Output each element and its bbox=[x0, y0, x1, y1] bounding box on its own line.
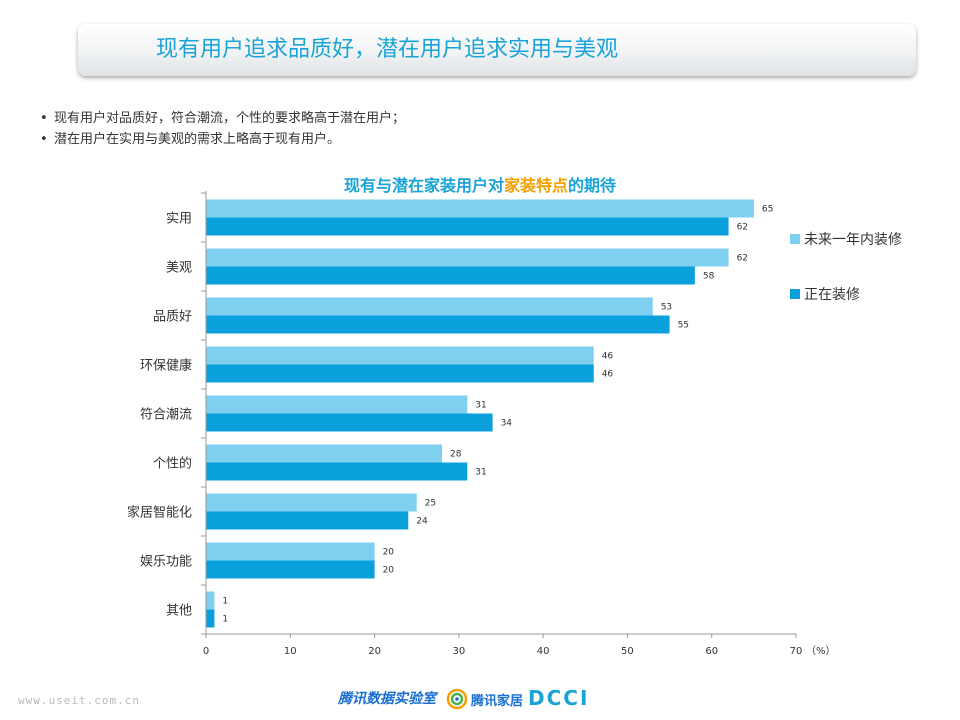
bar bbox=[206, 609, 215, 628]
legend-label: 未来一年内装修 bbox=[804, 232, 902, 248]
bullet-item: • 潜在用户在实用与美观的需求上略高于现有用户。 bbox=[40, 129, 405, 150]
footer-logo2: 腾讯家居 bbox=[446, 688, 523, 710]
data-label: 65 bbox=[762, 205, 773, 215]
x-tick-label: 50 bbox=[621, 646, 634, 657]
footer-brand: 腾讯数据实验室 bbox=[338, 691, 436, 707]
bar bbox=[206, 591, 215, 610]
chart-title-highlight: 家装特点 bbox=[503, 176, 568, 195]
bar bbox=[206, 248, 729, 267]
bar bbox=[206, 297, 653, 316]
data-label: 34 bbox=[501, 419, 513, 429]
bar bbox=[206, 542, 375, 561]
x-tick-label: 30 bbox=[452, 646, 465, 657]
data-label: 62 bbox=[737, 254, 748, 264]
data-label: 20 bbox=[383, 566, 395, 576]
bar bbox=[206, 266, 695, 285]
data-label: 24 bbox=[416, 517, 428, 527]
data-label: 1 bbox=[222, 615, 228, 625]
legend-label: 正在装修 bbox=[804, 287, 860, 303]
category-label: 环保健康 bbox=[140, 358, 192, 374]
data-label: 55 bbox=[678, 321, 689, 331]
legend-item-current: 正在装修 bbox=[790, 284, 860, 304]
data-label: 25 bbox=[425, 499, 436, 509]
data-label: 31 bbox=[475, 401, 486, 411]
bar bbox=[206, 493, 417, 512]
x-tick-label: 0 bbox=[203, 646, 209, 657]
jia360-logo-icon bbox=[446, 688, 468, 710]
bar bbox=[206, 560, 375, 579]
data-label: 28 bbox=[450, 450, 462, 460]
category-label: 个性的 bbox=[153, 456, 192, 472]
bar bbox=[206, 364, 594, 383]
data-label: 1 bbox=[222, 597, 228, 607]
x-tick-label: 40 bbox=[537, 646, 550, 657]
bullet-text: 潜在用户在实用与美观的需求上略高于现有用户。 bbox=[54, 132, 341, 147]
chart-title-part: 的期待 bbox=[568, 176, 617, 195]
category-label: 美观 bbox=[166, 261, 192, 276]
category-label: 实用 bbox=[166, 212, 192, 227]
data-label: 20 bbox=[383, 548, 395, 558]
bar bbox=[206, 346, 594, 365]
data-label: 58 bbox=[703, 272, 715, 282]
bullet-text: 现有用户对品质好，符合潮流，个性的要求略高于潜在用户； bbox=[54, 111, 406, 126]
footer-url: www.useit.com.cn bbox=[18, 694, 140, 707]
title-banner: 现有用户追求品质好，潜在用户追求实用与美观 bbox=[78, 24, 916, 76]
legend-item-future: 未来一年内装修 bbox=[790, 229, 902, 249]
bar bbox=[206, 444, 442, 463]
x-unit-label: （%） bbox=[806, 645, 836, 657]
bar bbox=[206, 395, 468, 414]
data-label: 62 bbox=[737, 223, 748, 233]
legend-swatch-dark-icon bbox=[790, 289, 800, 299]
data-label: 31 bbox=[475, 468, 486, 478]
bar bbox=[206, 413, 493, 432]
category-label: 品质好 bbox=[153, 310, 192, 325]
x-tick-label: 10 bbox=[284, 646, 297, 657]
data-label: 53 bbox=[661, 303, 672, 313]
chart-title: 现有与潜在家装用户对家装特点的期待 bbox=[0, 172, 960, 196]
x-tick-label: 60 bbox=[705, 646, 718, 657]
category-label: 符合潮流 bbox=[140, 407, 192, 423]
bar bbox=[206, 217, 729, 236]
chart-title-part: 现有与潜在家装用户对 bbox=[343, 176, 504, 195]
bullet-dot-icon: • bbox=[40, 111, 48, 126]
legend-swatch-light-icon bbox=[790, 234, 800, 244]
bullet-list: • 现有用户对品质好，符合潮流，个性的要求略高于潜在用户； • 潜在用户在实用与美观… bbox=[40, 108, 405, 150]
footer-logo2-text: 腾讯家居 bbox=[471, 693, 524, 709]
footer-logo3: DCCI bbox=[528, 686, 590, 710]
x-tick-label: 70 bbox=[790, 646, 803, 657]
page-title: 现有用户追求品质好，潜在用户追求实用与美观 bbox=[156, 37, 619, 62]
category-label: 家居智能化 bbox=[127, 505, 192, 521]
bullet-item: • 现有用户对品质好，符合潮流，个性的要求略高于潜在用户； bbox=[40, 108, 405, 129]
bar bbox=[206, 462, 468, 481]
bar bbox=[206, 315, 670, 334]
data-label: 46 bbox=[602, 352, 614, 362]
category-label: 娱乐功能 bbox=[140, 555, 192, 570]
bullet-dot-icon: • bbox=[40, 132, 48, 147]
data-label: 46 bbox=[602, 370, 614, 380]
bar bbox=[206, 199, 754, 218]
bar bbox=[206, 511, 409, 530]
category-label: 其他 bbox=[166, 604, 192, 619]
x-tick-label: 20 bbox=[368, 646, 381, 657]
